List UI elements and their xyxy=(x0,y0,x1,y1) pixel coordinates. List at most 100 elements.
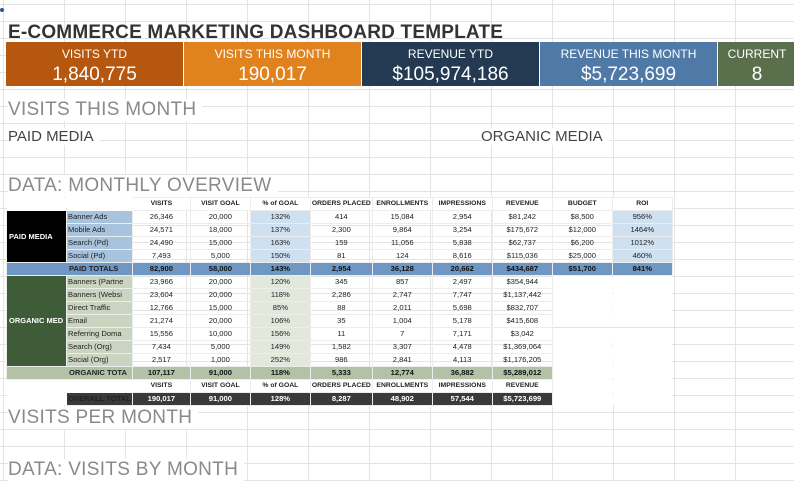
table-cell[interactable]: 24,571 xyxy=(131,223,191,237)
table-cell[interactable]: 4,113 xyxy=(431,353,493,367)
column-header[interactable]: VISITS xyxy=(131,379,191,393)
column-header[interactable]: REVENUE xyxy=(491,379,553,393)
table-cell[interactable]: 1,000 xyxy=(189,353,251,367)
column-header[interactable]: VISIT GOAL xyxy=(189,379,251,393)
table-cell[interactable]: 5,838 xyxy=(431,236,493,250)
table-cell[interactable]: 21,274 xyxy=(131,314,191,328)
empty-cell[interactable] xyxy=(552,275,613,289)
empty-cell[interactable] xyxy=(552,327,613,341)
table-cell[interactable]: $25,000 xyxy=(551,249,613,263)
table-cell[interactable]: 120% xyxy=(249,275,311,289)
totals-cell[interactable]: 841% xyxy=(611,262,673,276)
row-label[interactable]: Social (Pd) xyxy=(66,249,133,263)
table-cell[interactable]: 460% xyxy=(611,249,673,263)
table-cell[interactable]: 2,497 xyxy=(431,275,493,289)
table-cell[interactable]: 106% xyxy=(249,314,311,328)
overall-label[interactable]: OVERALL TOTAL xyxy=(66,392,133,406)
table-cell[interactable]: $115,036 xyxy=(491,249,553,263)
table-cell[interactable]: 149% xyxy=(249,340,311,354)
empty-cell[interactable] xyxy=(552,353,613,367)
table-cell[interactable]: $1,369,064 xyxy=(491,340,553,354)
table-cell[interactable]: $81,242 xyxy=(491,210,553,224)
table-cell[interactable]: 1,004 xyxy=(371,314,433,328)
group-label[interactable]: ORGANIC MED xyxy=(6,275,67,367)
empty-cell[interactable] xyxy=(552,301,613,315)
overall-cell[interactable]: 8,287 xyxy=(309,392,373,406)
empty-cell[interactable] xyxy=(612,327,673,341)
table-cell[interactable]: $175,672 xyxy=(491,223,553,237)
totals-cell[interactable]: 107,117 xyxy=(131,366,191,380)
column-header[interactable]: VISIT GOAL xyxy=(189,197,251,211)
table-cell[interactable]: $12,000 xyxy=(551,223,613,237)
totals-cell[interactable]: 20,662 xyxy=(431,262,493,276)
row-label[interactable]: Banner Ads xyxy=(66,210,133,224)
table-cell[interactable]: $1,176,205 xyxy=(491,353,553,367)
table-cell[interactable]: 2,841 xyxy=(371,353,433,367)
table-cell[interactable]: 986 xyxy=(309,353,373,367)
table-cell[interactable]: 5,178 xyxy=(431,314,493,328)
empty-cell[interactable] xyxy=(612,392,673,406)
table-cell[interactable]: 5,000 xyxy=(189,249,251,263)
totals-cell[interactable]: 143% xyxy=(249,262,311,276)
table-cell[interactable]: 118% xyxy=(249,288,311,302)
row-label[interactable]: Referring Doma xyxy=(66,327,133,341)
table-cell[interactable]: 956% xyxy=(611,210,673,224)
table-cell[interactable]: 124 xyxy=(371,249,433,263)
empty-cell[interactable] xyxy=(612,379,673,393)
table-cell[interactable]: $62,737 xyxy=(491,236,553,250)
overall-cell[interactable]: 190,017 xyxy=(131,392,191,406)
table-cell[interactable]: $3,042 xyxy=(491,327,553,341)
table-cell[interactable]: 20,000 xyxy=(189,314,251,328)
totals-cell[interactable]: $434,687 xyxy=(491,262,553,276)
table-cell[interactable]: 252% xyxy=(249,353,311,367)
table-cell[interactable]: 15,556 xyxy=(131,327,191,341)
table-cell[interactable]: 11 xyxy=(309,327,373,341)
overall-cell[interactable]: 91,000 xyxy=(189,392,251,406)
row-label[interactable]: Banners (Websi xyxy=(66,288,133,302)
empty-cell[interactable] xyxy=(612,353,673,367)
empty-cell[interactable] xyxy=(552,314,613,328)
table-cell[interactable]: 156% xyxy=(249,327,311,341)
table-cell[interactable]: 10,000 xyxy=(189,327,251,341)
table-cell[interactable]: 2,954 xyxy=(431,210,493,224)
row-label[interactable]: Email xyxy=(66,314,133,328)
table-cell[interactable]: 20,000 xyxy=(189,275,251,289)
totals-cell[interactable]: $5,289,012 xyxy=(491,366,553,380)
overall-cell[interactable]: $5,723,699 xyxy=(491,392,553,406)
table-cell[interactable]: 1464% xyxy=(611,223,673,237)
table-cell[interactable]: 1,582 xyxy=(309,340,373,354)
column-header[interactable]: % of GOAL xyxy=(249,379,311,393)
totals-label[interactable]: ORGANIC TOTA xyxy=(6,366,133,380)
table-cell[interactable]: 12,766 xyxy=(131,301,191,315)
table-cell[interactable]: 24,490 xyxy=(131,236,191,250)
table-cell[interactable]: $832,707 xyxy=(491,301,553,315)
totals-cell[interactable]: 82,900 xyxy=(131,262,191,276)
overall-cell[interactable]: 57,544 xyxy=(431,392,493,406)
empty-cell[interactable] xyxy=(6,392,67,406)
table-cell[interactable]: 163% xyxy=(249,236,311,250)
empty-cell[interactable] xyxy=(552,340,613,354)
table-cell[interactable]: 857 xyxy=(371,275,433,289)
table-cell[interactable]: 15,000 xyxy=(189,236,251,250)
table-cell[interactable]: 159 xyxy=(309,236,373,250)
table-cell[interactable]: 5,698 xyxy=(431,301,493,315)
totals-cell[interactable]: 36,882 xyxy=(431,366,493,380)
row-label[interactable]: Mobile Ads xyxy=(66,223,133,237)
empty-cell[interactable] xyxy=(66,379,133,393)
totals-cell[interactable]: 58,000 xyxy=(189,262,251,276)
group-label[interactable]: PAID MEDIA xyxy=(6,210,67,263)
table-cell[interactable]: 20,000 xyxy=(189,210,251,224)
table-cell[interactable]: 26,346 xyxy=(131,210,191,224)
table-cell[interactable]: 15,000 xyxy=(189,301,251,315)
table-cell[interactable]: 8,616 xyxy=(431,249,493,263)
table-cell[interactable]: 20,000 xyxy=(189,288,251,302)
table-cell[interactable]: 88 xyxy=(309,301,373,315)
column-header[interactable]: % of GOAL xyxy=(249,197,311,211)
column-header[interactable]: ROI xyxy=(611,197,673,211)
empty-cell[interactable] xyxy=(612,288,673,302)
column-header[interactable]: REVENUE xyxy=(491,197,553,211)
row-label[interactable]: Social (Org) xyxy=(66,353,133,367)
empty-cell[interactable] xyxy=(552,288,613,302)
table-cell[interactable]: 5,000 xyxy=(189,340,251,354)
totals-cell[interactable]: 118% xyxy=(249,366,311,380)
